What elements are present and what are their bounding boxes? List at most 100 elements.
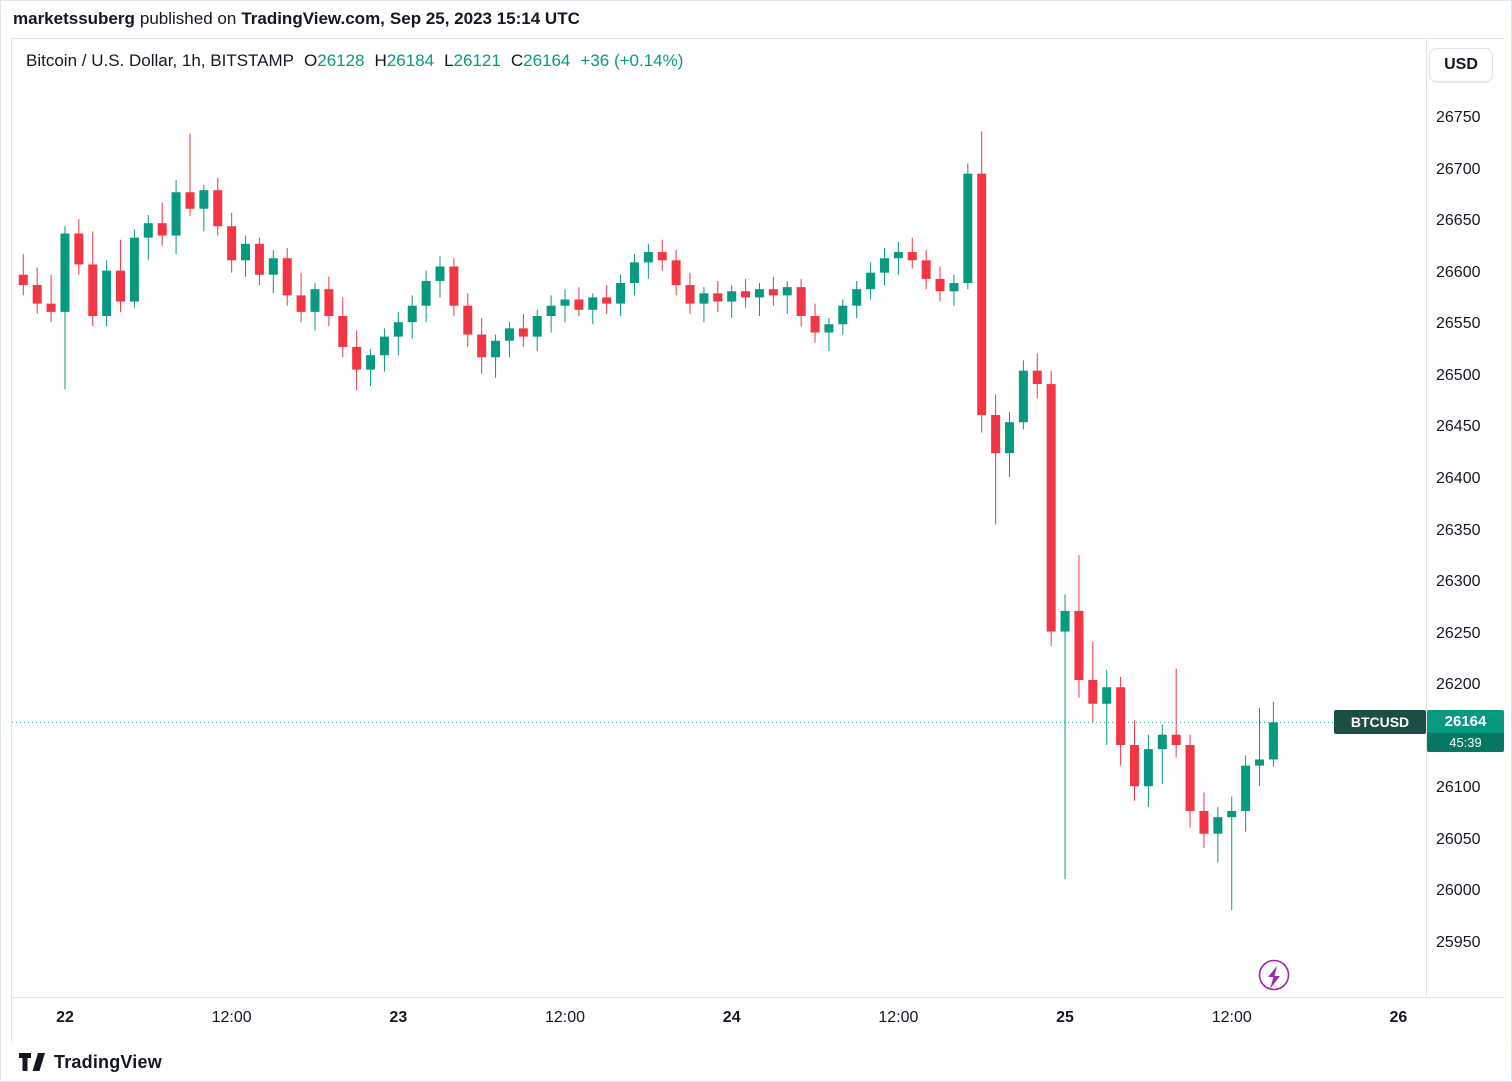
candle <box>504 328 514 341</box>
candle <box>227 226 237 261</box>
price-tick-label: 26000 <box>1436 882 1481 900</box>
candle <box>241 243 251 261</box>
tradingview-logo-text[interactable]: TradingView <box>54 1051 162 1072</box>
candle <box>546 305 556 316</box>
candle <box>407 305 417 323</box>
candle <box>699 293 709 304</box>
candle <box>1241 765 1251 811</box>
candle <box>46 303 56 312</box>
candle <box>491 340 501 358</box>
lightning-bolt-glyph <box>1268 966 1280 989</box>
ohlc-open: O26128 <box>304 51 365 70</box>
candle <box>171 192 181 236</box>
candle <box>866 272 876 290</box>
price-tick-label: 26300 <box>1436 573 1481 591</box>
price-tick-label: 26550 <box>1436 315 1481 333</box>
time-tick-label: 24 <box>722 1009 741 1026</box>
time-tick-label: 26 <box>1389 1009 1408 1026</box>
candle <box>366 355 376 370</box>
candle <box>727 291 737 302</box>
time-tick-label: 23 <box>389 1009 408 1026</box>
candle <box>379 336 389 356</box>
candle <box>713 293 723 302</box>
candle <box>338 316 348 347</box>
candle <box>741 291 751 298</box>
candle <box>782 287 792 296</box>
candle <box>560 299 570 306</box>
price-tick-label: 26450 <box>1436 418 1481 436</box>
price-tick-label: 26650 <box>1436 212 1481 230</box>
symbol-title[interactable]: Bitcoin / U.S. Dollar, 1h, BITSTAMP <box>26 51 294 70</box>
price-tick-label: 26600 <box>1436 263 1481 281</box>
candle <box>268 258 278 275</box>
price-tick-label: 26100 <box>1436 779 1481 797</box>
candle <box>74 233 84 265</box>
price-chart-pane[interactable]: Bitcoin / U.S. Dollar, 1h, BITSTAMP O261… <box>12 39 1426 997</box>
candle <box>602 297 612 304</box>
candle <box>143 223 153 238</box>
candle <box>102 270 112 316</box>
candle <box>879 258 889 273</box>
price-tick-label: 26250 <box>1436 624 1481 642</box>
candle <box>477 334 487 358</box>
candle <box>1074 610 1084 681</box>
price-line-symbol-badge: BTCUSD <box>1334 710 1426 735</box>
candle <box>1018 370 1028 423</box>
candle <box>768 289 778 296</box>
candle <box>588 297 598 310</box>
candle <box>32 285 42 304</box>
candle <box>421 280 431 306</box>
candle <box>254 243 264 275</box>
candle <box>157 223 167 236</box>
price-axis[interactable]: USD 26164 45:39 26750 26700 26650 26600 2655… <box>1426 39 1505 1042</box>
ohlc-close: C26164 <box>510 51 571 70</box>
candle <box>435 266 445 281</box>
candle <box>1032 370 1042 385</box>
attribution-middle-text: published on <box>139 9 237 28</box>
ohlc-high: H26184 <box>374 51 435 70</box>
time-tick-label: 12:00 <box>1211 1009 1252 1026</box>
candle <box>1102 687 1112 704</box>
candle <box>629 262 639 283</box>
time-tick-label: 12:00 <box>544 1009 586 1026</box>
attribution-bar: marketssuberg published on TradingView.c… <box>13 1 580 37</box>
price-tick-label: 26350 <box>1436 521 1481 539</box>
candle <box>991 415 1001 454</box>
chart-legend: Bitcoin / U.S. Dollar, 1h, BITSTAMP O261… <box>26 51 683 71</box>
candlestick-chart[interactable] <box>12 39 1426 997</box>
candle <box>310 289 320 312</box>
chart-frame: Bitcoin / U.S. Dollar, 1h, BITSTAMP O261… <box>11 38 1505 1043</box>
candle <box>129 237 139 302</box>
candle <box>893 252 903 259</box>
attribution-site: TradingView.com, <box>241 9 385 28</box>
price-tick-label: 26050 <box>1436 830 1481 848</box>
candle <box>18 274 28 286</box>
candle <box>324 289 334 316</box>
footer-bar: TradingView <box>19 1041 162 1081</box>
candle <box>574 299 584 310</box>
candle <box>977 173 987 415</box>
tradingview-logo-icon[interactable] <box>19 1053 45 1071</box>
candle <box>949 283 959 292</box>
candle <box>643 252 653 263</box>
candle <box>199 190 209 209</box>
price-tick-label: 26200 <box>1436 676 1481 694</box>
time-tick-label: 12:00 <box>211 1009 252 1026</box>
candle <box>1116 687 1126 745</box>
candle <box>532 316 542 337</box>
currency-toggle-button[interactable]: USD <box>1429 48 1493 82</box>
current-price-badge: 26164 45:39 <box>1427 710 1504 753</box>
time-axis[interactable]: 22 12:00 23 12:00 24 12:00 25 12:00 26 <box>12 997 1504 1043</box>
attribution-user: marketssuberg <box>13 9 135 28</box>
candle <box>1130 745 1139 787</box>
candle <box>518 328 528 337</box>
current-price-value: 26164 <box>1427 710 1504 734</box>
candle <box>838 305 848 325</box>
candle <box>921 260 931 279</box>
candle <box>824 324 834 333</box>
candle <box>1060 610 1070 632</box>
candle <box>671 260 681 286</box>
price-tick-label: 26400 <box>1436 469 1481 487</box>
price-tick-label: 26500 <box>1436 366 1481 384</box>
